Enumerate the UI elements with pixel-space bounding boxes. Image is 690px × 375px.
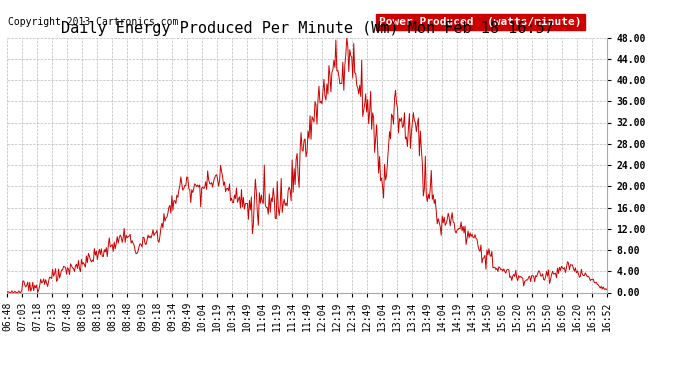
Title: Daily Energy Produced Per Minute (Wm) Mon Feb 18 16:57: Daily Energy Produced Per Minute (Wm) Mo… xyxy=(61,21,553,36)
Text: Copyright 2013 Cartronics.com: Copyright 2013 Cartronics.com xyxy=(8,17,179,27)
Text: Power Produced  (watts/minute): Power Produced (watts/minute) xyxy=(379,17,582,27)
